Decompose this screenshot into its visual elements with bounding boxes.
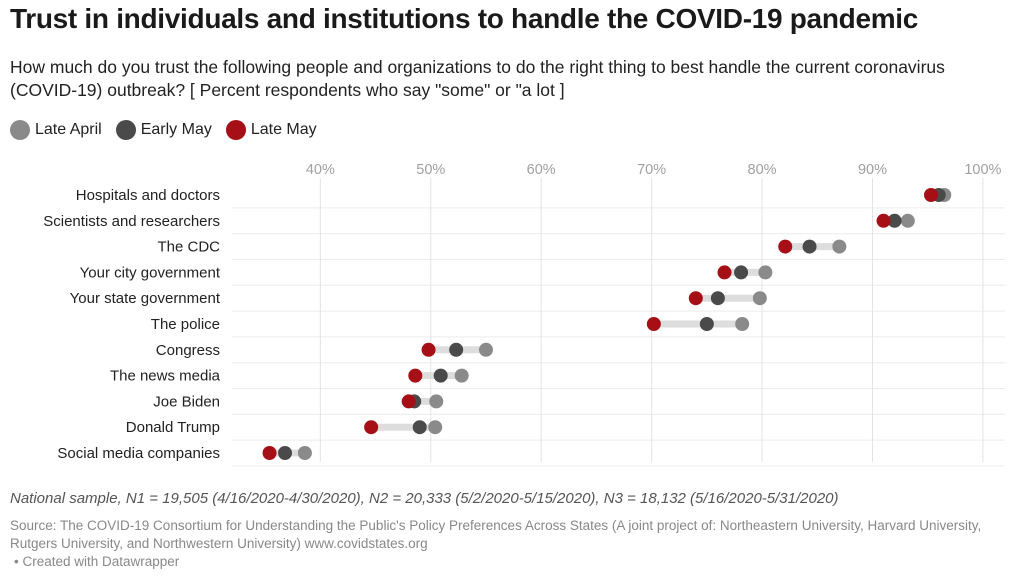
data-point [778,239,793,254]
dot-plot: 40% 50% 60% 70% 80% 90% 100% Hospitals and doct… [43,162,1005,467]
x-tick-label: 100% [964,162,1001,178]
chart-title: Trust in individuals and institutions to… [10,3,919,34]
data-point [449,342,464,357]
data-point [364,420,379,435]
category-label: Congress [156,342,220,359]
data-point [429,394,444,409]
data-point [401,394,416,409]
data-point [646,317,661,331]
category-label: The news media [110,368,221,385]
legend-label-late-may: Late May [250,121,317,138]
chart-source: Source: The COVID-19 Consortium for Unde… [10,518,982,551]
data-point [428,420,443,435]
category-label: The CDC [157,239,220,256]
category-label: Social media companies [57,445,220,462]
data-point [924,188,939,202]
category-label: Your state government [70,290,221,307]
legend-swatch-late-may [225,120,246,140]
data-point [734,265,749,280]
data-point [887,213,902,228]
category-label: Hospitals and doctors [76,187,220,204]
data-point [735,317,750,331]
data-point [408,368,423,383]
data-point [832,239,847,254]
legend-item-late-april: Late April [10,120,102,140]
data-point [421,342,436,357]
x-tick-label: 40% [306,162,335,178]
legend-item-late-may: Late May [225,120,317,140]
data-point [454,368,469,383]
data-point [688,291,703,306]
legend-label-late-april: Late April [35,121,102,138]
data-point [699,317,714,331]
data-point [262,446,277,460]
legend: Late April Early May Late May [10,120,317,140]
legend-item-early-may: Early May [115,120,212,140]
data-point [752,291,767,306]
data-point [710,291,725,306]
category-label: Donald Trump [126,419,220,436]
chart-notes: National sample, N1 = 19,505 (4/16/2020-… [10,490,839,507]
chart-subtitle: How much do you trust the following peop… [10,57,945,100]
category-label: Your city government [80,264,221,281]
chart-credit: • Created with Datawrapper [14,554,180,569]
x-tick-label: 60% [527,162,556,178]
data-point [433,368,448,383]
data-point [876,213,891,228]
x-tick-label: 80% [748,162,777,178]
category-label: Scientists and researchers [43,213,220,230]
data-point [412,420,427,435]
data-point [717,265,732,280]
x-tick-label: 70% [637,162,666,178]
x-tick-label: 50% [416,162,445,178]
data-point [758,265,773,280]
data-point [802,239,817,254]
category-label: The police [151,316,220,333]
data-point [900,213,915,228]
legend-swatch-early-may [115,120,136,140]
category-label: Joe Biden [153,393,220,410]
x-tick-label: 90% [858,162,887,178]
data-point [297,446,312,460]
legend-swatch-late-april [10,120,30,140]
data-point [278,446,293,460]
legend-label-early-may: Early May [140,121,212,138]
data-point [478,342,493,357]
